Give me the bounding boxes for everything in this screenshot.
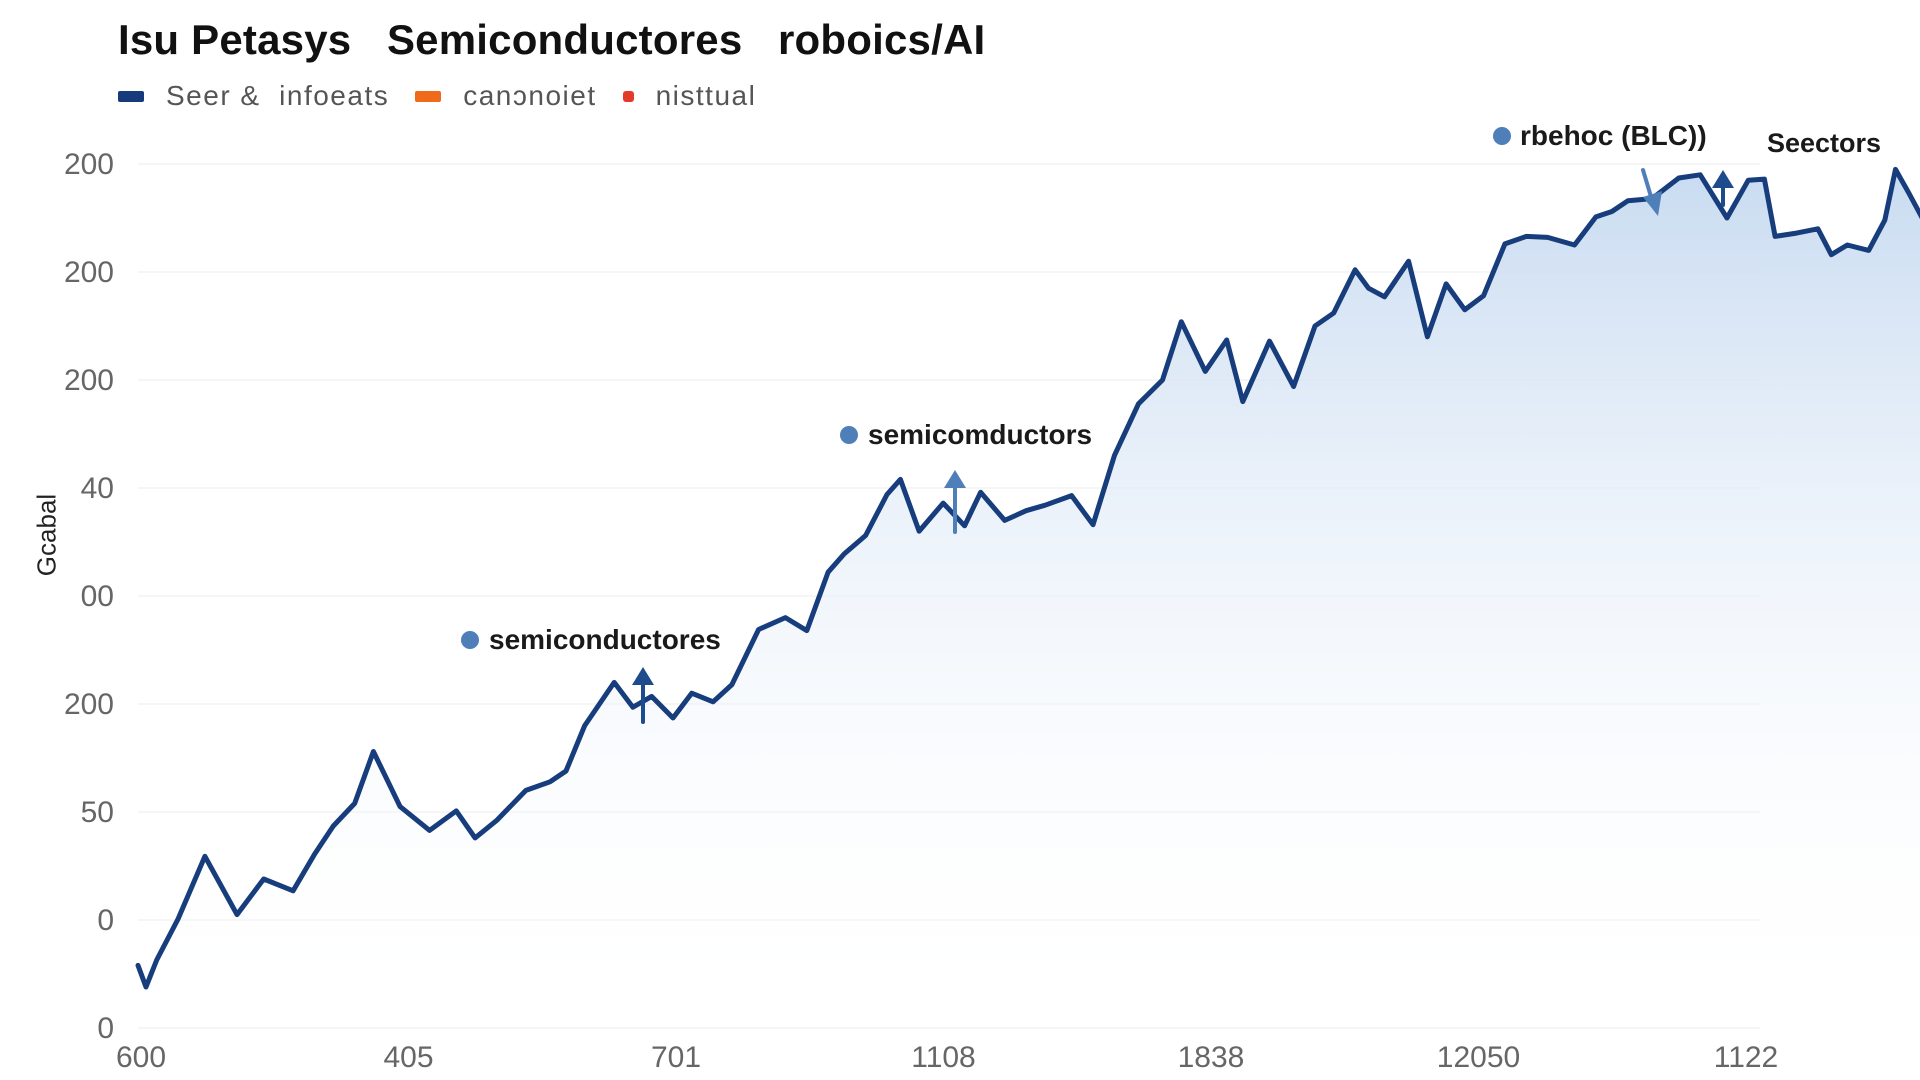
legend-label: nisttual [655, 80, 757, 111]
annotation-label: semicomductors [868, 419, 1092, 450]
x-tick-label: 405 [383, 1041, 433, 1074]
arrow-head [632, 667, 654, 685]
x-tick-label: 1108 [911, 1041, 976, 1074]
y-tick-label: 0 [97, 1012, 114, 1045]
annotation-arrow-up [944, 470, 966, 534]
arrow-head [944, 470, 966, 488]
annotation-sectors: Seectors [1767, 128, 1881, 158]
y-tick-label: 200 [64, 256, 114, 289]
x-tick-label: 701 [651, 1041, 701, 1074]
legend-label: canɔnoiet [463, 80, 597, 111]
x-axis-ticks: 600 405 701 1108 1838 12050 1122 [116, 1041, 1778, 1074]
arrow-head [1712, 170, 1734, 188]
legend-swatch-navy [118, 90, 144, 102]
x-tick-label: 1122 [1714, 1041, 1779, 1074]
annotation-rbehoc: rbehoc (BLC)) [1493, 120, 1707, 151]
y-tick-label: 50 [81, 796, 114, 829]
x-tick-label: 600 [116, 1041, 166, 1074]
y-tick-label: 200 [64, 364, 114, 397]
y-tick-label: 0 [97, 904, 114, 937]
y-tick-label: 200 [64, 688, 114, 721]
legend-item-series-2: canɔnoiet [415, 80, 596, 112]
annotation-arrow-up [1712, 170, 1734, 207]
legend-swatch-orange [415, 90, 442, 102]
annotation-arrow-down [1641, 168, 1662, 216]
legend-label: Seer & infoeats [166, 80, 390, 111]
chart-title: Isu Petasys Semiconductores roboics/AI [118, 16, 986, 63]
annotation-semicomductors: semicomductors [840, 419, 1092, 450]
arrow-head [1643, 191, 1662, 216]
annotation-marker-dot [461, 631, 479, 649]
annotation-label: rbehoc (BLC)) [1520, 120, 1707, 151]
legend-swatch-red-dot [622, 90, 634, 102]
series-line [135, 166, 1920, 990]
y-tick-label: 00 [81, 580, 114, 613]
x-tick-label: 1838 [1178, 1041, 1245, 1074]
legend-item-series-1: Seer & infoeats [118, 80, 389, 112]
y-tick-label: 200 [64, 148, 114, 181]
annotation-label: semiconductores [489, 624, 721, 655]
legend: Seer & infoeats canɔnoiet nisttual [118, 80, 782, 112]
area-fill [138, 169, 1920, 1028]
annotation-marker-dot [1493, 127, 1511, 145]
annotation-arrow-up [632, 667, 654, 724]
legend-item-series-3: nisttual [622, 80, 757, 112]
annotations: semiconductores semicomductors rbehoc (BLC… [461, 120, 1881, 724]
y-tick-label: 40 [81, 472, 114, 505]
x-tick-label: 12050 [1437, 1041, 1520, 1074]
annotation-marker-dot [840, 426, 858, 444]
annotation-semiconductores: semiconductores [461, 624, 721, 655]
